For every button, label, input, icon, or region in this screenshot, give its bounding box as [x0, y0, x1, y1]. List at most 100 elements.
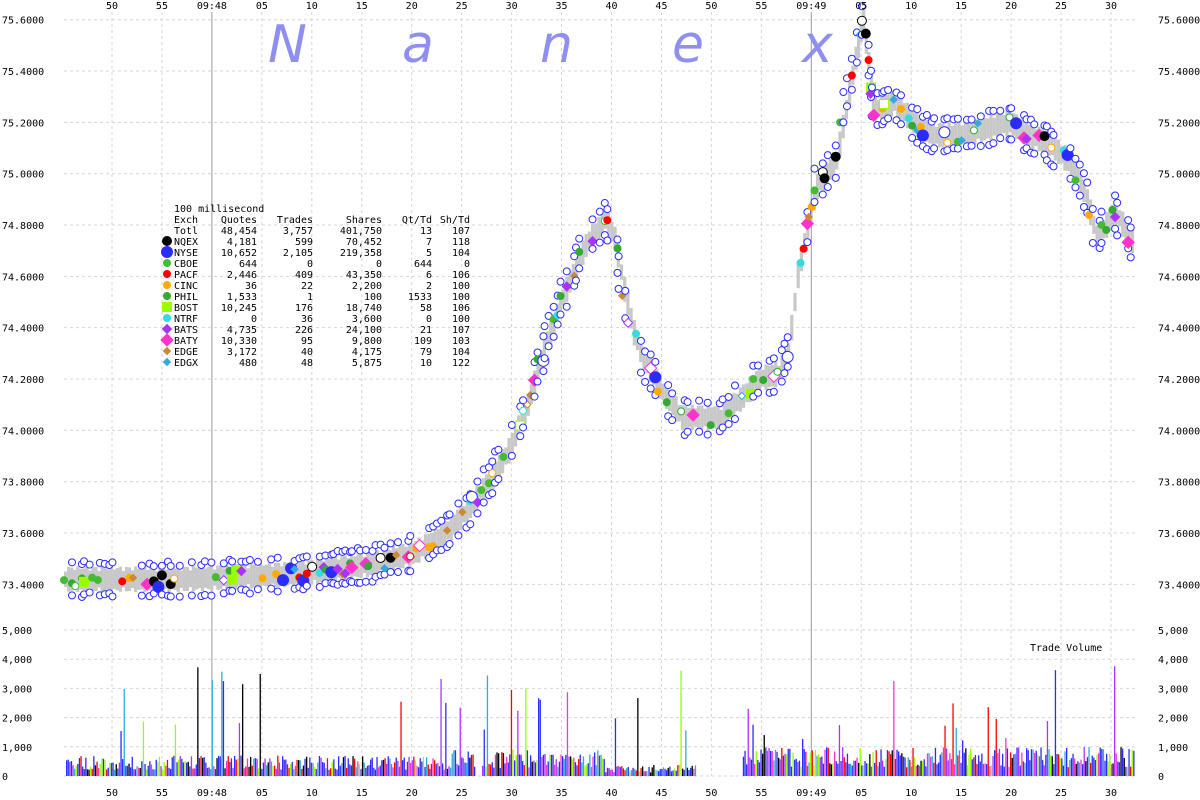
volume-bar — [254, 758, 257, 776]
trade-marker — [889, 95, 898, 104]
volume-bar — [950, 759, 953, 776]
nbbo-band-segment — [115, 568, 119, 591]
x-tick-label-bottom: 40 — [605, 788, 617, 799]
volume-bar — [1008, 766, 1010, 776]
nbbo-band-segment — [841, 114, 845, 139]
volume-bar — [218, 755, 220, 776]
nbbo-band-segment — [225, 564, 229, 590]
volume-bar — [774, 749, 777, 776]
nbbo-band-segment — [1044, 132, 1048, 152]
trade-marker — [613, 244, 622, 253]
table-cell: 10,330 — [221, 336, 257, 347]
volume-tick-label-right: 2,000 — [1158, 714, 1188, 725]
volume-bar — [965, 748, 967, 776]
trade-marker — [976, 141, 985, 150]
trade-marker — [277, 574, 290, 587]
trade-marker — [724, 409, 733, 418]
volume-bar — [990, 765, 993, 776]
volume-bar — [1070, 758, 1073, 776]
trade-marker — [1042, 122, 1051, 131]
trade-marker — [1121, 235, 1135, 250]
volume-bar — [750, 759, 753, 776]
volume-bar — [597, 750, 599, 776]
volume-bar — [114, 769, 116, 776]
x-tick-label-bottom: 25 — [1055, 788, 1067, 799]
nbbo-band-segment — [536, 363, 540, 382]
nbbo-band-segment — [497, 454, 501, 478]
trade-marker — [1113, 198, 1122, 207]
table-cell: 70,452 — [346, 237, 382, 248]
price-tick-label-left: 75.6000 — [2, 16, 44, 27]
price-tick-label-left: 75.2000 — [2, 118, 44, 129]
volume-bar — [890, 754, 892, 776]
volume-bar — [1013, 754, 1015, 776]
volume-bar — [749, 757, 751, 776]
price-tick-label-right: 74.6000 — [1158, 272, 1200, 283]
volume-bar — [669, 766, 671, 776]
trade-marker — [253, 585, 262, 594]
volume-bar — [410, 763, 412, 776]
x-tick-label-bottom: 35 — [556, 788, 568, 799]
trade-marker — [1097, 207, 1106, 216]
volume-bar — [1035, 750, 1037, 776]
trade-marker — [519, 423, 528, 432]
x-tick-label-bottom: 30 — [1105, 788, 1117, 799]
volume-bar — [434, 760, 436, 776]
table-cell: 401,750 — [340, 226, 382, 237]
volume-bar — [832, 763, 834, 776]
volume-bar — [974, 754, 977, 776]
nbbo-band-segment — [372, 553, 376, 575]
trade-marker — [477, 486, 486, 495]
nbbo-band-segment — [594, 223, 598, 242]
trade-marker — [989, 139, 998, 148]
table-header: Exch — [174, 215, 198, 226]
trade-marker — [391, 550, 401, 560]
volume-tick-label-left: 5,000 — [2, 626, 32, 637]
table-cell: 2 — [426, 281, 432, 292]
volume-bar — [141, 761, 143, 776]
volume-bar — [502, 753, 505, 776]
trade-marker — [847, 71, 856, 80]
nbbo-band-segment — [626, 292, 630, 315]
volume-bar — [421, 761, 423, 776]
volume-bar — [134, 769, 137, 776]
trade-marker — [668, 389, 677, 398]
nbbo-band-segment — [140, 568, 144, 590]
nbbo-band-segment — [838, 131, 842, 156]
nbbo-band-segment — [243, 564, 247, 589]
volume-bar — [800, 766, 802, 776]
trade-marker — [549, 332, 558, 341]
trade-marker — [166, 561, 175, 570]
volume-bar — [560, 754, 562, 776]
volume-bar — [805, 751, 807, 776]
trade-marker — [796, 258, 805, 267]
volume-bar — [957, 755, 959, 776]
trade-marker — [302, 569, 311, 578]
trade-marker — [302, 581, 311, 590]
trade-marker — [953, 114, 962, 123]
volume-bar — [130, 767, 132, 776]
volume-bar — [619, 766, 621, 776]
volume-bar — [1014, 753, 1017, 776]
trade-marker — [641, 377, 650, 386]
volume-bar — [165, 765, 167, 776]
price-tick-label-right: 74.4000 — [1158, 324, 1200, 335]
volume-bar — [638, 771, 641, 776]
volume-bar — [160, 766, 162, 776]
trade-marker — [695, 396, 704, 405]
volume-bar — [936, 764, 938, 776]
volume-bar — [386, 763, 388, 776]
table-cell: 36 — [245, 281, 257, 292]
volume-bar — [314, 767, 316, 776]
volume-bar — [346, 767, 348, 776]
volume-bar — [787, 748, 789, 776]
nbbo-band-segment — [443, 521, 447, 545]
trade-marker — [473, 477, 482, 486]
volume-bar — [491, 762, 493, 776]
volume-bar — [1099, 747, 1101, 776]
volume-bar — [330, 768, 332, 776]
price-tick-label-left: 74.4000 — [2, 324, 44, 335]
volume-bar — [312, 763, 314, 776]
nbbo-band-segment — [439, 523, 444, 548]
volume-bar — [621, 766, 623, 776]
